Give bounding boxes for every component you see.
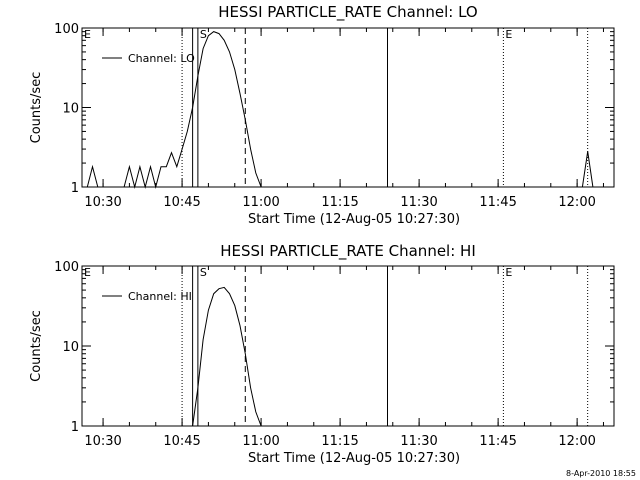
y-axis-label: Counts/sec <box>29 72 44 144</box>
x-tick-label: 10:45 <box>163 434 200 449</box>
y-tick-label: 100 <box>54 22 79 37</box>
legend-label: Channel: HI <box>128 290 192 303</box>
timestamp-stamp: 8-Apr-2010 18:55 <box>566 469 636 478</box>
series-line <box>82 31 594 189</box>
x-tick-label: 10:45 <box>163 195 200 210</box>
y-tick-label: 1 <box>71 420 79 435</box>
x-tick-label: 12:00 <box>558 195 595 210</box>
x-axis-label: Start Time (12-Aug-05 10:27:30) <box>248 451 460 466</box>
chart-title: HESSI PARTICLE_RATE Channel: LO <box>218 3 477 22</box>
event-annotation: E <box>505 28 512 41</box>
x-tick-label: 11:00 <box>242 195 279 210</box>
y-tick-label: 100 <box>54 260 79 275</box>
x-tick-label: 11:15 <box>321 195 358 210</box>
x-axis-label: Start Time (12-Aug-05 10:27:30) <box>248 212 460 227</box>
event-annotation: S <box>200 266 207 279</box>
x-tick-label: 10:30 <box>84 195 121 210</box>
panel-lo: HESSI PARTICLE_RATE Channel: LO Start Tim… <box>29 3 615 227</box>
x-tick-label: 11:30 <box>400 195 437 210</box>
x-tick-label: 11:45 <box>479 434 516 449</box>
x-tick-label: 11:00 <box>242 434 279 449</box>
x-tick-label: 10:30 <box>84 434 121 449</box>
event-annotation: S <box>200 28 207 41</box>
y-tick-label: 10 <box>62 102 79 117</box>
event-annotation: E <box>84 28 91 41</box>
x-tick-label: 11:15 <box>321 434 358 449</box>
event-annotation: E <box>505 266 512 279</box>
series-line <box>192 286 262 427</box>
panel-hi: HESSI PARTICLE_RATE Channel: HI Start Tim… <box>29 242 615 466</box>
y-tick-label: 1 <box>71 181 79 196</box>
y-tick-label: 10 <box>62 340 79 355</box>
chart-title: HESSI PARTICLE_RATE Channel: HI <box>220 242 476 261</box>
x-tick-label: 11:30 <box>400 434 437 449</box>
legend-label: Channel: LO <box>128 52 195 65</box>
x-tick-label: 11:45 <box>479 195 516 210</box>
y-axis-label: Counts/sec <box>29 310 44 382</box>
x-tick-label: 12:00 <box>558 434 595 449</box>
event-annotation: E <box>84 266 91 279</box>
